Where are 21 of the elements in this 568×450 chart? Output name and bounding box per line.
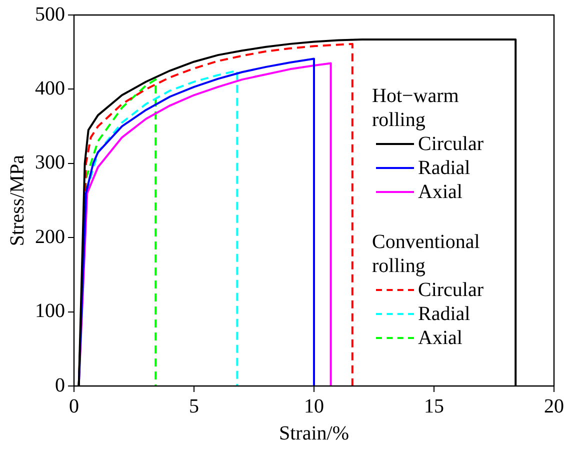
x-tick-label: 0 bbox=[69, 395, 79, 418]
annotation: Hot−warm rolling bbox=[372, 84, 460, 132]
legend-label: Radial bbox=[418, 302, 470, 326]
y-tick-label: 0 bbox=[55, 374, 65, 396]
y-tick-label: 400 bbox=[35, 77, 65, 100]
y-tick-label: 200 bbox=[35, 226, 65, 248]
y-tick-label: 500 bbox=[35, 3, 65, 26]
legend-label: Axial bbox=[418, 326, 462, 350]
x-tick-label: 15 bbox=[424, 395, 444, 418]
y-axis-title: Stress/MPa bbox=[6, 154, 28, 246]
x-tick-label: 5 bbox=[189, 395, 199, 418]
legend-label: Circular bbox=[418, 278, 484, 302]
y-tick-label: 100 bbox=[35, 300, 65, 322]
annotation: Conventional rolling bbox=[372, 230, 481, 278]
x-tick-label: 20 bbox=[544, 395, 564, 418]
legend-label: Radial bbox=[418, 156, 470, 180]
legend-label: Axial bbox=[418, 180, 462, 204]
y-tick-label: 300 bbox=[35, 152, 65, 174]
x-axis-title: Strain/% bbox=[279, 422, 349, 444]
x-tick-label: 10 bbox=[304, 395, 324, 418]
legend-label: Circular bbox=[418, 132, 484, 156]
